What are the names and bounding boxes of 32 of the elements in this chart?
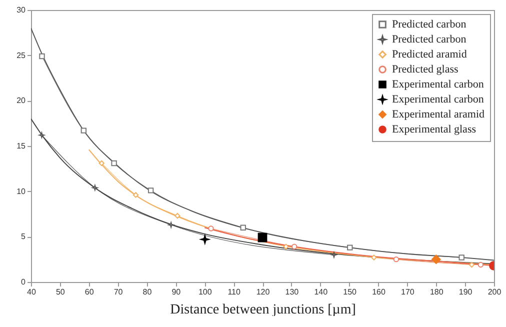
x-tick-label: 140 [314, 288, 328, 296]
x-tick-label: 120 [256, 288, 270, 296]
legend-label: Experimental carbon [392, 78, 484, 90]
legend-label: Predicted glass [392, 64, 458, 76]
x-tick-label: 50 [56, 288, 66, 296]
x-tick-label: 80 [142, 288, 152, 296]
legend-label: Predicted aramid [392, 48, 468, 60]
y-tick-label: 20 [16, 96, 26, 106]
x-tick-label: 100 [198, 288, 212, 296]
x-tick-label: 200 [488, 288, 502, 296]
y-tick-label: 30 [16, 6, 26, 14]
legend-label: Predicted carbon [392, 18, 467, 30]
x-tick-label: 160 [372, 288, 386, 296]
x-tick-label: 130 [285, 288, 300, 296]
legend-label: Experimental glass [392, 124, 476, 136]
x-tick-label: 170 [401, 288, 415, 296]
x-tick-label: 70 [114, 288, 124, 296]
y-tick-label: 5 [21, 232, 26, 242]
x-tick-label: 190 [458, 288, 473, 296]
x-tick-label: 150 [343, 288, 358, 296]
x-tick-label: 60 [84, 288, 94, 296]
x-tick-label: 180 [430, 288, 444, 296]
y-tick-label: 0 [21, 278, 26, 286]
legend-label: Experimental carbon [392, 94, 484, 106]
x-tick-label: 40 [27, 288, 36, 296]
y-tick-label: 25 [16, 50, 26, 60]
legend-label: Experimental aramid [392, 108, 486, 120]
legend-label: Predicted carbon [392, 34, 467, 46]
x-tick-label: 110 [228, 288, 241, 296]
y-tick-label: 10 [16, 186, 26, 196]
y-tick-label: 15 [16, 142, 26, 150]
x-tick-label: 90 [172, 288, 182, 296]
